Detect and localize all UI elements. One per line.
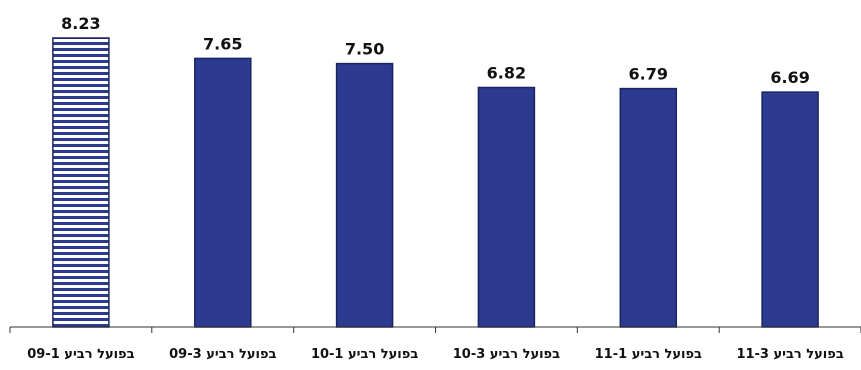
category-label-1: בפועל רביע 09-1 [27,347,134,362]
bar-6 [761,91,819,328]
value-label-6: 6.69 [770,68,809,87]
category-label-6: בפועל רביע 11-3 [736,347,843,362]
category-label-4: בפועל רביע 10-3 [453,347,560,362]
value-label-1: 8.23 [61,14,100,33]
value-label-3: 7.50 [345,40,384,59]
bar-1 [52,37,110,328]
category-label-5: בפועל רביע 11-1 [595,347,702,362]
tick-marks [9,327,861,333]
category-label-2: בפועל רביע 09-3 [169,347,276,362]
labels-layer: 8.23 בפועל רביע 09-1 7.65 בפועל רביע 09-3 7.… [27,14,844,362]
value-label-5: 6.79 [629,65,668,84]
value-label-4: 6.82 [487,64,526,83]
bar-5 [619,87,678,328]
bar-2 [194,57,252,328]
bar-4 [477,86,536,328]
bars-layer [52,37,819,328]
category-label-3: בפועל רביע 10-1 [311,347,418,362]
value-label-2: 7.65 [203,34,242,53]
bar-3 [335,62,394,328]
